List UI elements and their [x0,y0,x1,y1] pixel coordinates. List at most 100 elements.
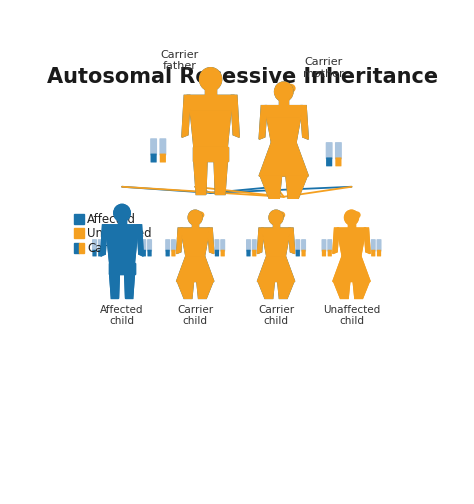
FancyBboxPatch shape [92,239,97,251]
Polygon shape [259,106,267,139]
FancyBboxPatch shape [326,142,333,159]
FancyBboxPatch shape [98,239,103,251]
Bar [348,223,355,228]
Polygon shape [333,228,339,254]
FancyBboxPatch shape [98,249,102,257]
Polygon shape [109,263,135,274]
Text: Carrier
mother: Carrier mother [303,57,344,79]
Polygon shape [208,228,214,254]
Bar [273,223,279,228]
Ellipse shape [188,210,202,225]
Polygon shape [353,281,369,298]
Bar [273,223,279,228]
Polygon shape [197,281,213,298]
Polygon shape [278,281,294,298]
Polygon shape [259,143,308,176]
FancyBboxPatch shape [376,239,382,251]
Ellipse shape [278,212,284,218]
Ellipse shape [269,210,283,225]
FancyBboxPatch shape [171,249,175,257]
Polygon shape [333,256,370,281]
Ellipse shape [274,82,293,101]
Polygon shape [334,281,350,298]
Polygon shape [353,281,369,298]
Polygon shape [104,225,140,236]
Polygon shape [176,256,214,281]
FancyBboxPatch shape [377,249,381,257]
Polygon shape [187,95,235,111]
FancyBboxPatch shape [322,249,326,257]
Polygon shape [176,228,182,254]
Text: Affected: Affected [87,213,137,226]
Polygon shape [267,118,301,143]
Bar [74,243,79,253]
FancyBboxPatch shape [252,239,257,251]
Polygon shape [289,228,295,254]
FancyBboxPatch shape [147,249,152,257]
Polygon shape [181,228,210,237]
FancyBboxPatch shape [295,239,301,251]
FancyBboxPatch shape [171,239,176,251]
Text: Carrier
child: Carrier child [258,304,294,326]
Ellipse shape [269,210,283,225]
Polygon shape [364,228,370,254]
Polygon shape [231,95,239,137]
Polygon shape [190,111,231,147]
Polygon shape [137,225,143,256]
Polygon shape [182,95,190,137]
Polygon shape [258,281,274,298]
Bar [74,214,84,224]
Bar [118,219,126,225]
Polygon shape [334,281,350,298]
Bar [192,223,199,228]
FancyBboxPatch shape [160,154,166,162]
Polygon shape [286,176,307,198]
Ellipse shape [345,210,358,225]
Ellipse shape [200,68,222,91]
Polygon shape [260,176,282,198]
Polygon shape [214,161,228,195]
Polygon shape [137,225,143,256]
Polygon shape [177,281,193,298]
Ellipse shape [345,210,358,225]
Polygon shape [107,236,137,263]
Polygon shape [364,228,370,254]
FancyBboxPatch shape [326,157,332,166]
FancyBboxPatch shape [92,249,97,257]
FancyBboxPatch shape [321,239,327,251]
Bar [118,219,126,225]
FancyBboxPatch shape [215,249,219,257]
Polygon shape [208,228,214,254]
Polygon shape [267,118,301,143]
Polygon shape [231,95,239,137]
FancyBboxPatch shape [335,142,342,159]
Polygon shape [257,256,295,281]
Text: Affected
child: Affected child [100,304,144,326]
Polygon shape [259,143,308,176]
Polygon shape [289,228,295,254]
Bar [280,98,288,106]
Ellipse shape [274,82,293,101]
Polygon shape [339,237,364,256]
FancyBboxPatch shape [147,239,152,251]
Bar [79,243,83,253]
Ellipse shape [114,205,130,222]
Bar [74,228,84,238]
FancyBboxPatch shape [214,239,219,251]
Bar [280,98,288,106]
FancyBboxPatch shape [301,249,306,257]
Bar [192,223,199,228]
Polygon shape [262,228,291,237]
Polygon shape [265,106,303,118]
Polygon shape [182,95,190,137]
FancyBboxPatch shape [301,239,306,251]
Polygon shape [257,228,264,254]
Polygon shape [197,281,213,298]
Polygon shape [187,95,235,111]
Polygon shape [278,281,294,298]
Ellipse shape [200,68,222,91]
Polygon shape [257,256,295,281]
Polygon shape [176,228,182,254]
Polygon shape [109,274,119,298]
FancyBboxPatch shape [151,154,157,162]
